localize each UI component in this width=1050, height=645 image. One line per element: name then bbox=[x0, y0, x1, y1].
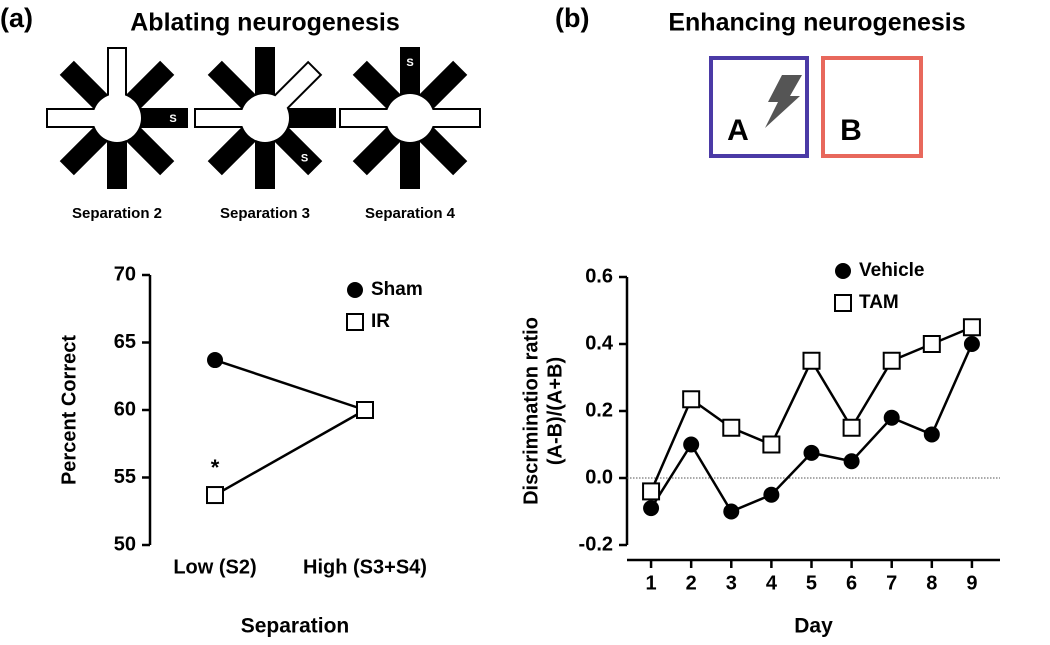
start-box bbox=[297, 150, 312, 165]
series-line bbox=[214, 408, 366, 497]
y-axis-label: Discrimination ratio bbox=[520, 317, 542, 505]
start-marker: S bbox=[301, 153, 308, 165]
x-tick-label: 6 bbox=[846, 572, 857, 594]
legend-label: Vehicle bbox=[859, 260, 925, 281]
x-tick-label: 1 bbox=[646, 572, 657, 594]
marker bbox=[802, 351, 821, 370]
legend-marker bbox=[834, 294, 852, 312]
marker bbox=[842, 418, 861, 437]
start-marker: S bbox=[169, 113, 176, 125]
marker bbox=[762, 435, 781, 454]
legend-marker bbox=[835, 263, 851, 279]
shock-icon bbox=[765, 75, 802, 128]
start-marker: S bbox=[406, 57, 413, 69]
x-axis-label: Separation bbox=[241, 615, 350, 638]
x-tick-label: 7 bbox=[886, 572, 897, 594]
y-tick-label: 60 bbox=[114, 398, 136, 420]
marker bbox=[722, 418, 741, 437]
y-tick-label: -0.2 bbox=[579, 533, 613, 555]
y-tick-label: 50 bbox=[114, 533, 136, 555]
y-tick-label: 0.2 bbox=[585, 399, 613, 421]
radial-maze: S bbox=[46, 47, 188, 189]
marker bbox=[963, 336, 980, 352]
y-axis-label: (A-B)/(A+B) bbox=[544, 357, 566, 465]
x-tick-label: 8 bbox=[926, 572, 937, 594]
x-tick-label: 2 bbox=[686, 572, 697, 594]
start-box bbox=[403, 55, 417, 69]
y-axis-label: Percent Correct bbox=[58, 335, 80, 485]
y-tick-label: 0.6 bbox=[585, 265, 613, 287]
marker bbox=[682, 390, 701, 409]
marker bbox=[922, 335, 941, 353]
legend-label: Sham bbox=[371, 279, 423, 300]
series-line bbox=[214, 358, 366, 412]
maze-center bbox=[241, 94, 289, 142]
legend-label: TAM bbox=[859, 292, 899, 313]
marker bbox=[643, 500, 660, 517]
marker bbox=[642, 482, 661, 501]
y-tick-label: 65 bbox=[114, 331, 136, 353]
marker bbox=[883, 409, 900, 426]
x-tick-label: Low (S2) bbox=[173, 556, 256, 578]
marker bbox=[207, 352, 223, 369]
y-tick-label: 55 bbox=[114, 466, 136, 488]
significance-mark: * bbox=[211, 455, 220, 480]
x-tick-label: 3 bbox=[726, 572, 737, 594]
marker bbox=[882, 351, 901, 370]
marker bbox=[962, 318, 981, 337]
x-axis-label: Day bbox=[794, 615, 833, 638]
marker bbox=[763, 486, 780, 503]
panel-label: (a) bbox=[0, 3, 33, 33]
marker bbox=[923, 426, 940, 443]
marker bbox=[843, 453, 860, 470]
maze-center bbox=[386, 94, 434, 142]
context-label: B bbox=[840, 114, 862, 147]
y-tick-label: 0.4 bbox=[585, 332, 614, 354]
panel-label: (b) bbox=[555, 3, 589, 33]
context-box-b bbox=[821, 56, 923, 158]
radial-maze: S bbox=[339, 47, 481, 189]
x-tick-label: 4 bbox=[766, 572, 778, 594]
y-tick-label: 0.0 bbox=[585, 466, 613, 488]
maze-center bbox=[93, 94, 141, 142]
panel-title: Enhancing neurogenesis bbox=[668, 9, 965, 37]
legend-label: IR bbox=[371, 311, 390, 332]
panel-title: Ablating neurogenesis bbox=[130, 9, 399, 37]
maze-caption: Separation 3 bbox=[220, 205, 310, 222]
radial-maze: S bbox=[194, 47, 336, 189]
marker bbox=[723, 503, 740, 520]
marker bbox=[206, 486, 224, 505]
x-tick-label: High (S3+S4) bbox=[303, 556, 427, 578]
maze-caption: Separation 2 bbox=[72, 205, 162, 222]
y-tick-label: 70 bbox=[114, 263, 136, 285]
legend-marker bbox=[346, 313, 364, 331]
start-box bbox=[166, 111, 180, 125]
context-box-a bbox=[709, 56, 809, 158]
maze-caption: Separation 4 bbox=[365, 205, 456, 222]
marker bbox=[356, 401, 374, 419]
x-tick-label: 9 bbox=[966, 572, 977, 594]
marker bbox=[803, 444, 820, 461]
legend-marker bbox=[347, 282, 363, 298]
marker bbox=[683, 436, 700, 453]
x-tick-label: 5 bbox=[806, 572, 817, 594]
context-label: A bbox=[727, 114, 749, 147]
